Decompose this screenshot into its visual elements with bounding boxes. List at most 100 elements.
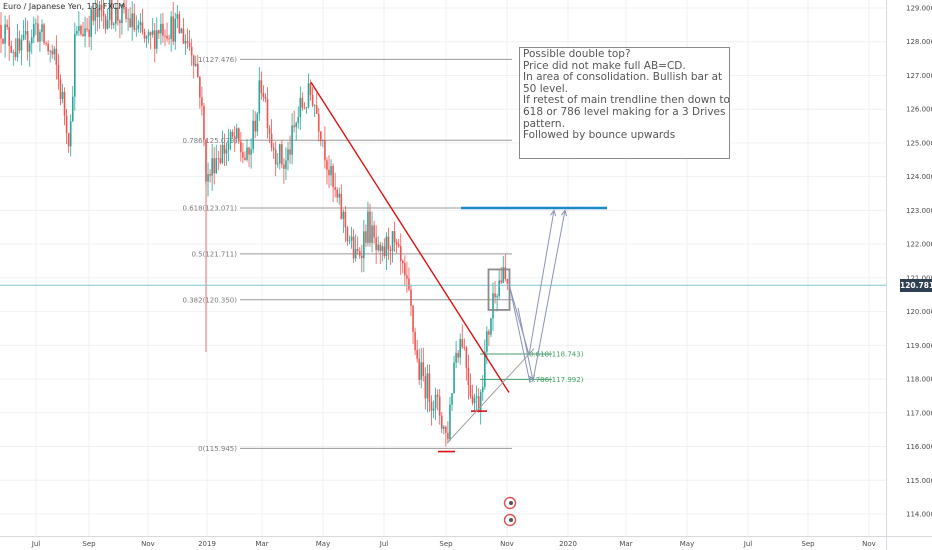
candle-body [104, 15, 107, 29]
event-marker-icon [509, 518, 513, 522]
time-tick-label: 2020 [559, 540, 577, 548]
candle-body [365, 231, 367, 243]
candle-body [190, 46, 193, 56]
candle-body [59, 79, 62, 99]
candle-body [244, 157, 246, 160]
candle-body [354, 248, 357, 259]
candle-body [8, 27, 10, 46]
candle-body [28, 43, 31, 52]
candle-body [453, 362, 455, 394]
candle-body [182, 28, 185, 44]
price-tick-label: 127.000 [906, 72, 932, 80]
candle-body [188, 42, 191, 47]
candle-body [26, 31, 29, 52]
candle-body [420, 362, 423, 380]
candle-body [78, 25, 80, 32]
candle-body [342, 211, 345, 219]
candle-body [270, 133, 273, 148]
price-tick-label: 122.000 [906, 241, 932, 249]
candle-body [350, 236, 353, 241]
candle-body [151, 30, 154, 35]
candle-body [502, 267, 505, 283]
candle-body [438, 396, 441, 416]
candle-body [98, 4, 101, 18]
candle-body [412, 305, 414, 332]
candle-body [246, 147, 248, 160]
candle-body [416, 350, 418, 359]
candle-body [213, 158, 215, 174]
candle-body [484, 351, 486, 387]
candle-body [414, 331, 416, 351]
candle-body [477, 396, 480, 413]
candle-body [115, 7, 117, 24]
candle-body [352, 236, 355, 259]
candle-body [233, 136, 236, 139]
main-trendline [310, 81, 510, 393]
candle-body [330, 166, 332, 176]
candle-body [61, 91, 64, 99]
candle-body [469, 384, 472, 396]
candle-body [192, 55, 195, 66]
candle-body [90, 9, 92, 37]
candle-body [43, 24, 45, 43]
candle-body [112, 23, 115, 25]
support-trendline [446, 348, 535, 444]
candle-body [45, 42, 47, 44]
candle-body [166, 35, 168, 39]
annotation-textbox[interactable]: Possible double top? Price did not make … [519, 47, 730, 159]
candle-body [387, 236, 390, 250]
candle-body [375, 237, 377, 251]
candle-body [225, 149, 228, 154]
candle-body [84, 28, 86, 37]
time-tick-label: Sep [439, 540, 453, 548]
candle-body [276, 163, 279, 165]
projection-path [517, 307, 534, 381]
candle-body [430, 401, 433, 411]
candle-body [47, 43, 49, 52]
candle-body [447, 432, 449, 440]
candle-body [348, 240, 351, 242]
candle-body [436, 394, 439, 397]
candle-body [235, 128, 238, 139]
candle-body [219, 158, 222, 163]
candle-body [361, 255, 363, 259]
candle-body [41, 24, 43, 33]
candle-body [424, 376, 427, 399]
symbol-legend[interactable]: Euro / Japanese Yen, 1D, FXCM [3, 2, 126, 11]
time-tick-label: Nov [500, 540, 514, 548]
candle-body [264, 96, 267, 99]
candle-body [426, 373, 429, 399]
candle-body [6, 24, 8, 28]
candle-body [106, 19, 109, 29]
candle-body [465, 347, 468, 368]
candle-body [227, 143, 230, 150]
price-tick-label: 117.000 [906, 409, 932, 417]
candle-body [338, 193, 341, 198]
annotation-line: 618 or 786 level making for a 3 Drives [523, 105, 726, 118]
price-tick-label: 124.000 [906, 173, 932, 181]
time-axis[interactable]: Jul Sep Nov 2019 Mar May Jul Sep Nov 2020 Mar May Ju… [0, 536, 932, 549]
chart-drawings[interactable] [0, 81, 886, 527]
candle-body [262, 93, 265, 97]
event-marker-icon [509, 501, 513, 505]
price-axis[interactable]: 114.000 115.000 116.000 117.000 118.000 119.0… [886, 0, 932, 550]
candle-body [473, 398, 476, 404]
candle-body [88, 29, 90, 37]
time-tick-label: Nov [862, 540, 876, 548]
annotation-line: pattern. [523, 117, 565, 130]
candle-body [20, 39, 23, 51]
candle-body [346, 227, 349, 241]
candle-body [340, 193, 343, 219]
time-tick-label: Mar [619, 540, 632, 548]
candle-body [260, 80, 263, 94]
candle-body [332, 166, 334, 188]
candle-body [137, 25, 140, 29]
fibonacci-retracement[interactable]: 1(127.476) 0.786(125.079) 0.618(123.071) 0.… [183, 56, 584, 453]
annotation-line: If retest of main trendline then down to [523, 94, 730, 107]
candle-body [315, 105, 318, 114]
candle-body [287, 149, 289, 161]
time-tick-label: Jul [379, 540, 389, 548]
candle-body [256, 113, 259, 132]
candle-body [174, 18, 177, 42]
